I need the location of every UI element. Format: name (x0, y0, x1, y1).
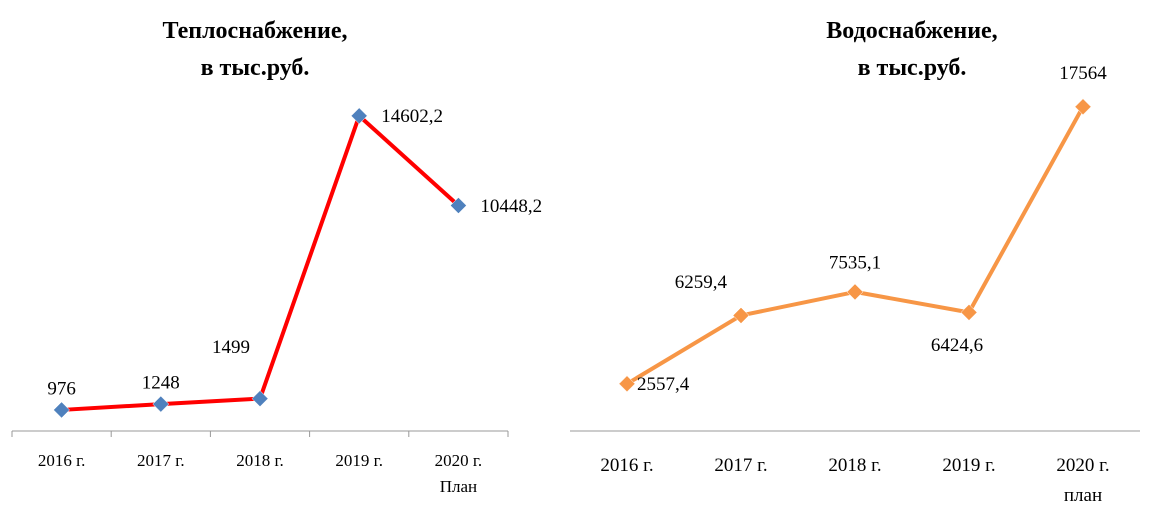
line (625, 105, 1085, 386)
marker (732, 307, 750, 324)
marker (350, 107, 368, 125)
data-label: 1499 (212, 337, 250, 358)
marker (960, 304, 978, 321)
line (61, 113, 460, 412)
x-tick-label: 2017 г. (714, 455, 767, 476)
x-tick-label: 2016 г. (600, 455, 653, 476)
data-label: 6424,6 (931, 335, 983, 356)
data-label: 17564 (1059, 63, 1107, 84)
data-label: 976 (47, 378, 76, 399)
x-tick-label: 2018 г. (828, 455, 881, 476)
data-label: 10448,2 (480, 196, 542, 217)
marker (846, 283, 864, 301)
marker (251, 390, 269, 408)
x-tick-label: 2016 г. (38, 451, 86, 470)
marker (152, 395, 170, 413)
data-label: 1248 (142, 372, 180, 393)
marker (1074, 98, 1092, 116)
x-tick-label: 2020 г. План (435, 451, 483, 496)
marker (450, 197, 467, 214)
x-tick-label: 2019 г. (335, 451, 383, 470)
data-label: 6259,4 (675, 272, 728, 293)
marker (618, 375, 636, 393)
chart-title: Водоснабжение, в тыс.руб. (826, 18, 997, 81)
x-tick-label: 2019 г. (942, 455, 995, 476)
data-label: 2557,4 (637, 374, 690, 395)
x-tick-label: 2020 г. план (1056, 455, 1109, 505)
data-label: 14602,2 (381, 106, 443, 127)
chart-title: Теплоснабжение, в тыс.руб. (163, 18, 348, 81)
x-tick-label: 2018 г. (236, 451, 284, 470)
data-label: 7535,1 (829, 252, 881, 273)
marker (53, 401, 70, 419)
x-tick-label: 2017 г. (137, 451, 185, 470)
